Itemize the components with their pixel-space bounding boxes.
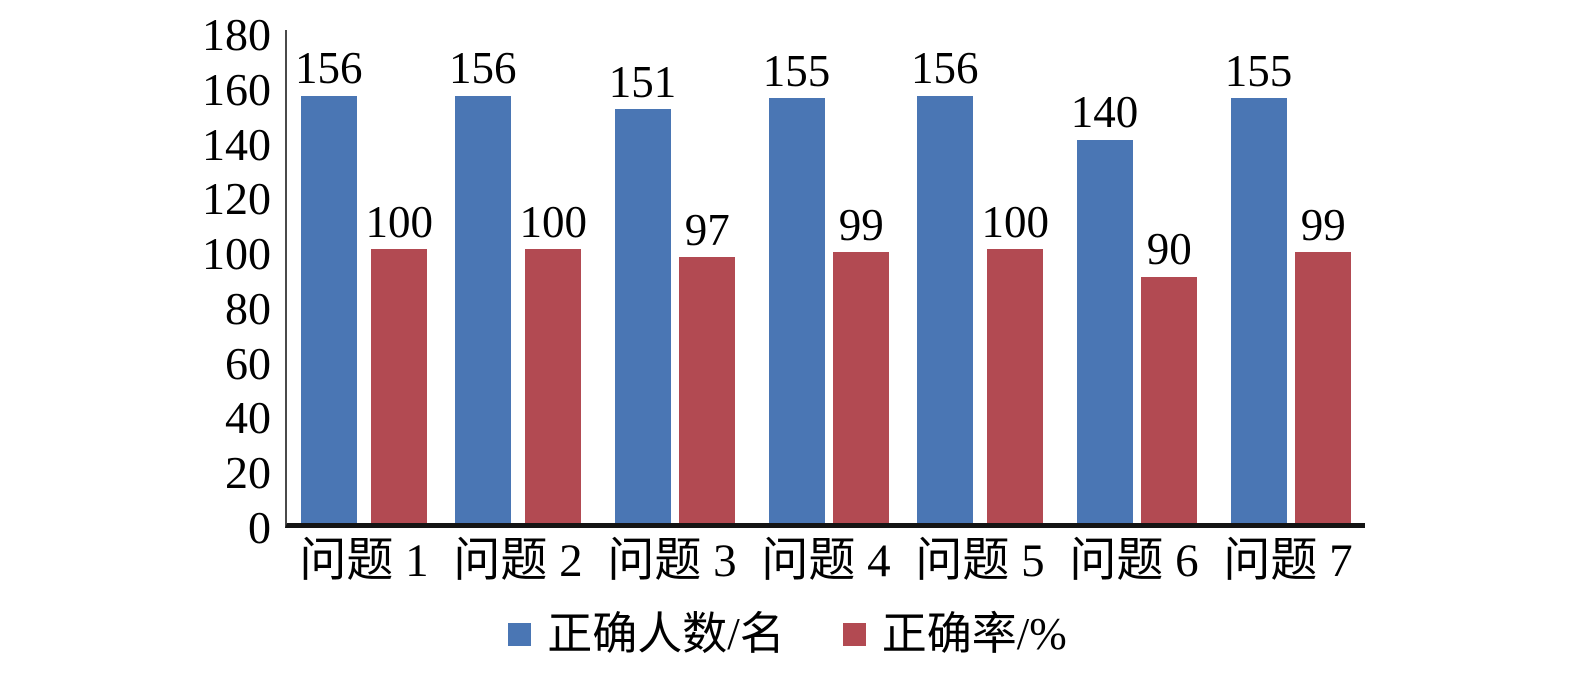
x-axis-category-label: 问题 7 <box>1223 535 1353 587</box>
y-tick-label: 0 <box>248 502 271 553</box>
bar-chart: 0 20 40 60 80 100 120 140 160 180 156 100 156 100 151… <box>185 12 1365 588</box>
legend-item: 正确率/% <box>842 609 1067 659</box>
bar-column: 151 <box>608 57 677 523</box>
bar-column: 156 <box>449 45 517 523</box>
legend-swatch-icon <box>508 623 532 646</box>
bar-column: 156 <box>911 45 979 523</box>
bar <box>833 251 890 523</box>
y-tick-label: 60 <box>225 337 271 389</box>
x-axis-category-label: 问题 5 <box>915 535 1045 587</box>
y-tick-label: 20 <box>225 447 271 499</box>
bar-group: 156 100 <box>903 45 1057 523</box>
y-tick-label: 40 <box>225 392 271 444</box>
legend-label: 正确率/% <box>881 609 1067 659</box>
bar-group: 155 99 <box>1211 46 1365 523</box>
y-tick-label: 140 <box>202 118 271 170</box>
y-tick-label: 120 <box>202 173 271 225</box>
bar-value-label: 140 <box>1070 87 1139 138</box>
bar-value-label: 100 <box>519 196 588 247</box>
bar-value-label: 155 <box>1224 46 1293 97</box>
bar <box>1141 276 1198 523</box>
bar-value-label: 151 <box>608 57 677 108</box>
bar-groups: 156 100 156 100 151 97 155 99 156 100 140 90 155 99 <box>287 30 1365 523</box>
legend-label: 正确人数/名 <box>547 609 785 659</box>
x-axis-category-label: 问题 3 <box>607 535 737 587</box>
plot-area: 156 100 156 100 151 97 155 99 156 100 140 90 155 99 <box>285 30 1365 528</box>
bar-group: 140 90 <box>1057 89 1211 523</box>
bar <box>1230 98 1287 523</box>
y-tick-label: 100 <box>202 228 271 280</box>
bar-value-label: 156 <box>911 43 979 94</box>
bar-value-label: 156 <box>295 43 363 94</box>
bar-value-label: 156 <box>449 43 517 94</box>
bar <box>1295 251 1352 523</box>
x-axis-labels: 问题 1 问题 2 问题 3 问题 4 问题 5 问题 6 问题 7 <box>287 535 1365 588</box>
bar-group: 156 100 <box>287 45 441 523</box>
bar <box>987 249 1044 523</box>
bar-column: 90 <box>1141 224 1198 523</box>
bar-value-label: 155 <box>762 46 831 97</box>
bar-value-label: 100 <box>981 196 1050 247</box>
bar-column: 155 <box>762 46 831 523</box>
bar-value-label: 100 <box>365 196 434 247</box>
bar <box>371 249 428 523</box>
bar-column: 155 <box>1224 46 1293 523</box>
bar <box>768 98 825 523</box>
bar <box>300 95 357 523</box>
bar-column: 100 <box>981 196 1050 523</box>
bar-column: 156 <box>295 45 363 523</box>
bar-value-label: 90 <box>1146 224 1192 275</box>
bar-value-label: 97 <box>684 205 730 256</box>
bar <box>614 109 671 523</box>
bar-column: 99 <box>1295 199 1352 523</box>
bar <box>525 249 582 523</box>
bar-column: 99 <box>833 199 890 523</box>
bar-value-label: 99 <box>1300 199 1346 250</box>
bar <box>679 257 736 523</box>
legend-swatch-icon <box>842 623 866 646</box>
bar-value-label: 99 <box>838 199 884 250</box>
y-tick-label: 160 <box>202 63 271 115</box>
plot-row: 0 20 40 60 80 100 120 140 160 180 156 100 156 100 151… <box>185 12 1365 551</box>
x-axis-category-label: 问题 1 <box>299 535 429 587</box>
y-tick-label: 180 <box>202 9 271 60</box>
bar <box>916 95 973 523</box>
bar-column: 140 <box>1070 87 1139 523</box>
legend-item: 正确人数/名 <box>508 612 785 657</box>
x-axis-category-label: 问题 4 <box>761 535 891 587</box>
bar-column: 100 <box>365 196 434 523</box>
x-axis-category-label: 问题 2 <box>453 535 583 587</box>
bar-group: 155 99 <box>749 46 903 523</box>
bar-column: 100 <box>519 196 588 523</box>
legend: 正确人数/名 正确率/% <box>0 612 1575 657</box>
bar-group: 151 97 <box>595 57 749 523</box>
y-tick-label: 80 <box>225 282 271 334</box>
bar-column: 97 <box>679 205 736 523</box>
bar <box>454 95 511 523</box>
y-axis: 0 20 40 60 80 100 120 140 160 180 <box>185 12 285 551</box>
x-axis-category-label: 问题 6 <box>1069 535 1199 587</box>
bar-group: 156 100 <box>441 45 595 523</box>
bar <box>1076 139 1133 523</box>
